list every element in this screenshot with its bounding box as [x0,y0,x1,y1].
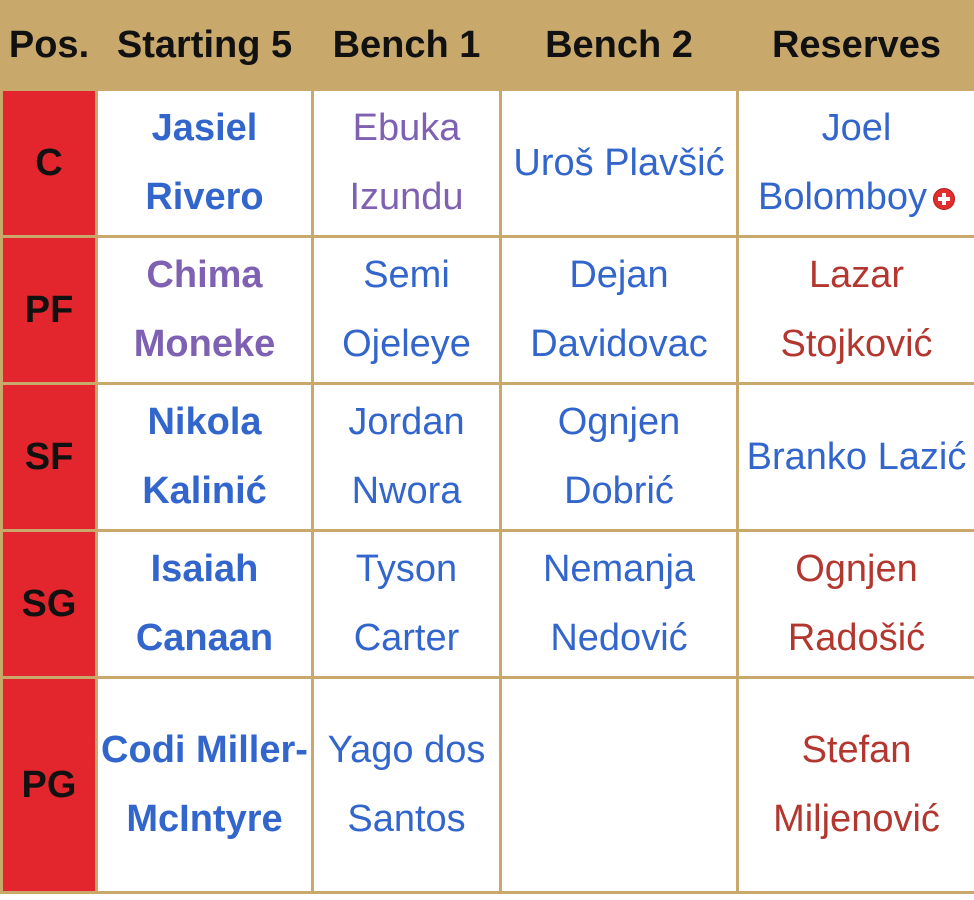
column-header-bench-1: Bench 1 [311,0,502,91]
starter-link[interactable]: Chima Moneke [95,235,314,385]
starter-link[interactable]: Isaiah Canaan [95,529,314,679]
reserves-link[interactable]: Joel Bolomboy [758,107,927,218]
bench1-link[interactable]: Yago dos Santos [311,676,502,894]
injury-cross-icon [932,187,955,210]
reserves-link[interactable]: Stefan Miljenović [736,676,974,894]
column-header-position: Pos. [0,0,98,91]
position-cell: PG [0,676,98,894]
bench2-link[interactable]: Dejan Davidovac [499,235,739,385]
starter-link[interactable]: Jasiel Rivero [95,88,314,238]
column-header-bench-2: Bench 2 [499,0,739,91]
bench1-link[interactable]: Tyson Carter [311,529,502,679]
bench1-link[interactable]: Ebuka Izundu [311,88,502,238]
position-cell: SG [0,529,98,679]
column-header-reserves: Reserves [736,0,974,91]
bench2-link[interactable]: Uroš Plavšić [499,88,739,238]
reserves-link[interactable]: Branko Lazić [736,382,974,532]
header-row: Pos. Starting 5 Bench 1 Bench 2 Reserves [0,0,974,91]
starter-link[interactable]: Codi Miller-McIntyre [95,676,314,894]
position-cell: SF [0,382,98,532]
table-row: C Jasiel Rivero Ebuka Izundu Uroš Plavši… [0,88,974,238]
table-row: PF Chima Moneke Semi Ojeleye Dejan David… [0,235,974,385]
bench2-empty-cell [499,676,739,894]
bench2-link[interactable]: Ognjen Dobrić [499,382,739,532]
table-row: PG Codi Miller-McIntyre Yago dos Santos … [0,676,974,894]
table-row: SF Nikola Kalinić Jordan Nwora Ognjen Do… [0,382,974,532]
reserves-link[interactable]: Lazar Stojković [736,235,974,385]
bench2-link[interactable]: Nemanja Nedović [499,529,739,679]
table-row: SG Isaiah Canaan Tyson Carter Nemanja Ne… [0,529,974,679]
position-cell: C [0,88,98,238]
bench1-link[interactable]: Jordan Nwora [311,382,502,532]
bench1-link[interactable]: Semi Ojeleye [311,235,502,385]
reserves-link[interactable]: Ognjen Radošić [736,529,974,679]
column-header-starting-5: Starting 5 [95,0,314,91]
reserves-cell: Joel Bolomboy [736,88,974,238]
starter-link[interactable]: Nikola Kalinić [95,382,314,532]
position-cell: PF [0,235,98,385]
